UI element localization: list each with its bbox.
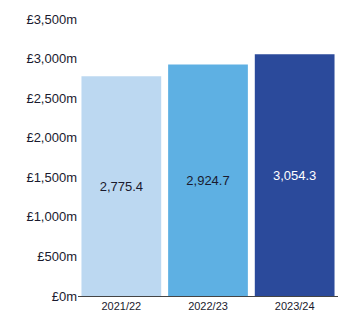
svg-text:£0m: £0m [52,289,77,304]
svg-text:3,054.3: 3,054.3 [273,168,316,183]
svg-text:£1,500m: £1,500m [26,170,77,185]
svg-text:2,924.7: 2,924.7 [186,173,229,188]
svg-text:2023/24: 2023/24 [275,300,315,312]
svg-text:2021/22: 2021/22 [101,300,141,312]
svg-text:£3,000m: £3,000m [26,51,77,66]
svg-text:2022/23: 2022/23 [188,300,228,312]
svg-text:£2,000m: £2,000m [26,130,77,145]
svg-text:2,775.4: 2,775.4 [100,179,143,194]
svg-text:£500m: £500m [37,249,77,264]
svg-text:£1,000m: £1,000m [26,209,77,224]
svg-text:£2,500m: £2,500m [26,91,77,106]
svg-text:£3,500m: £3,500m [26,12,77,27]
